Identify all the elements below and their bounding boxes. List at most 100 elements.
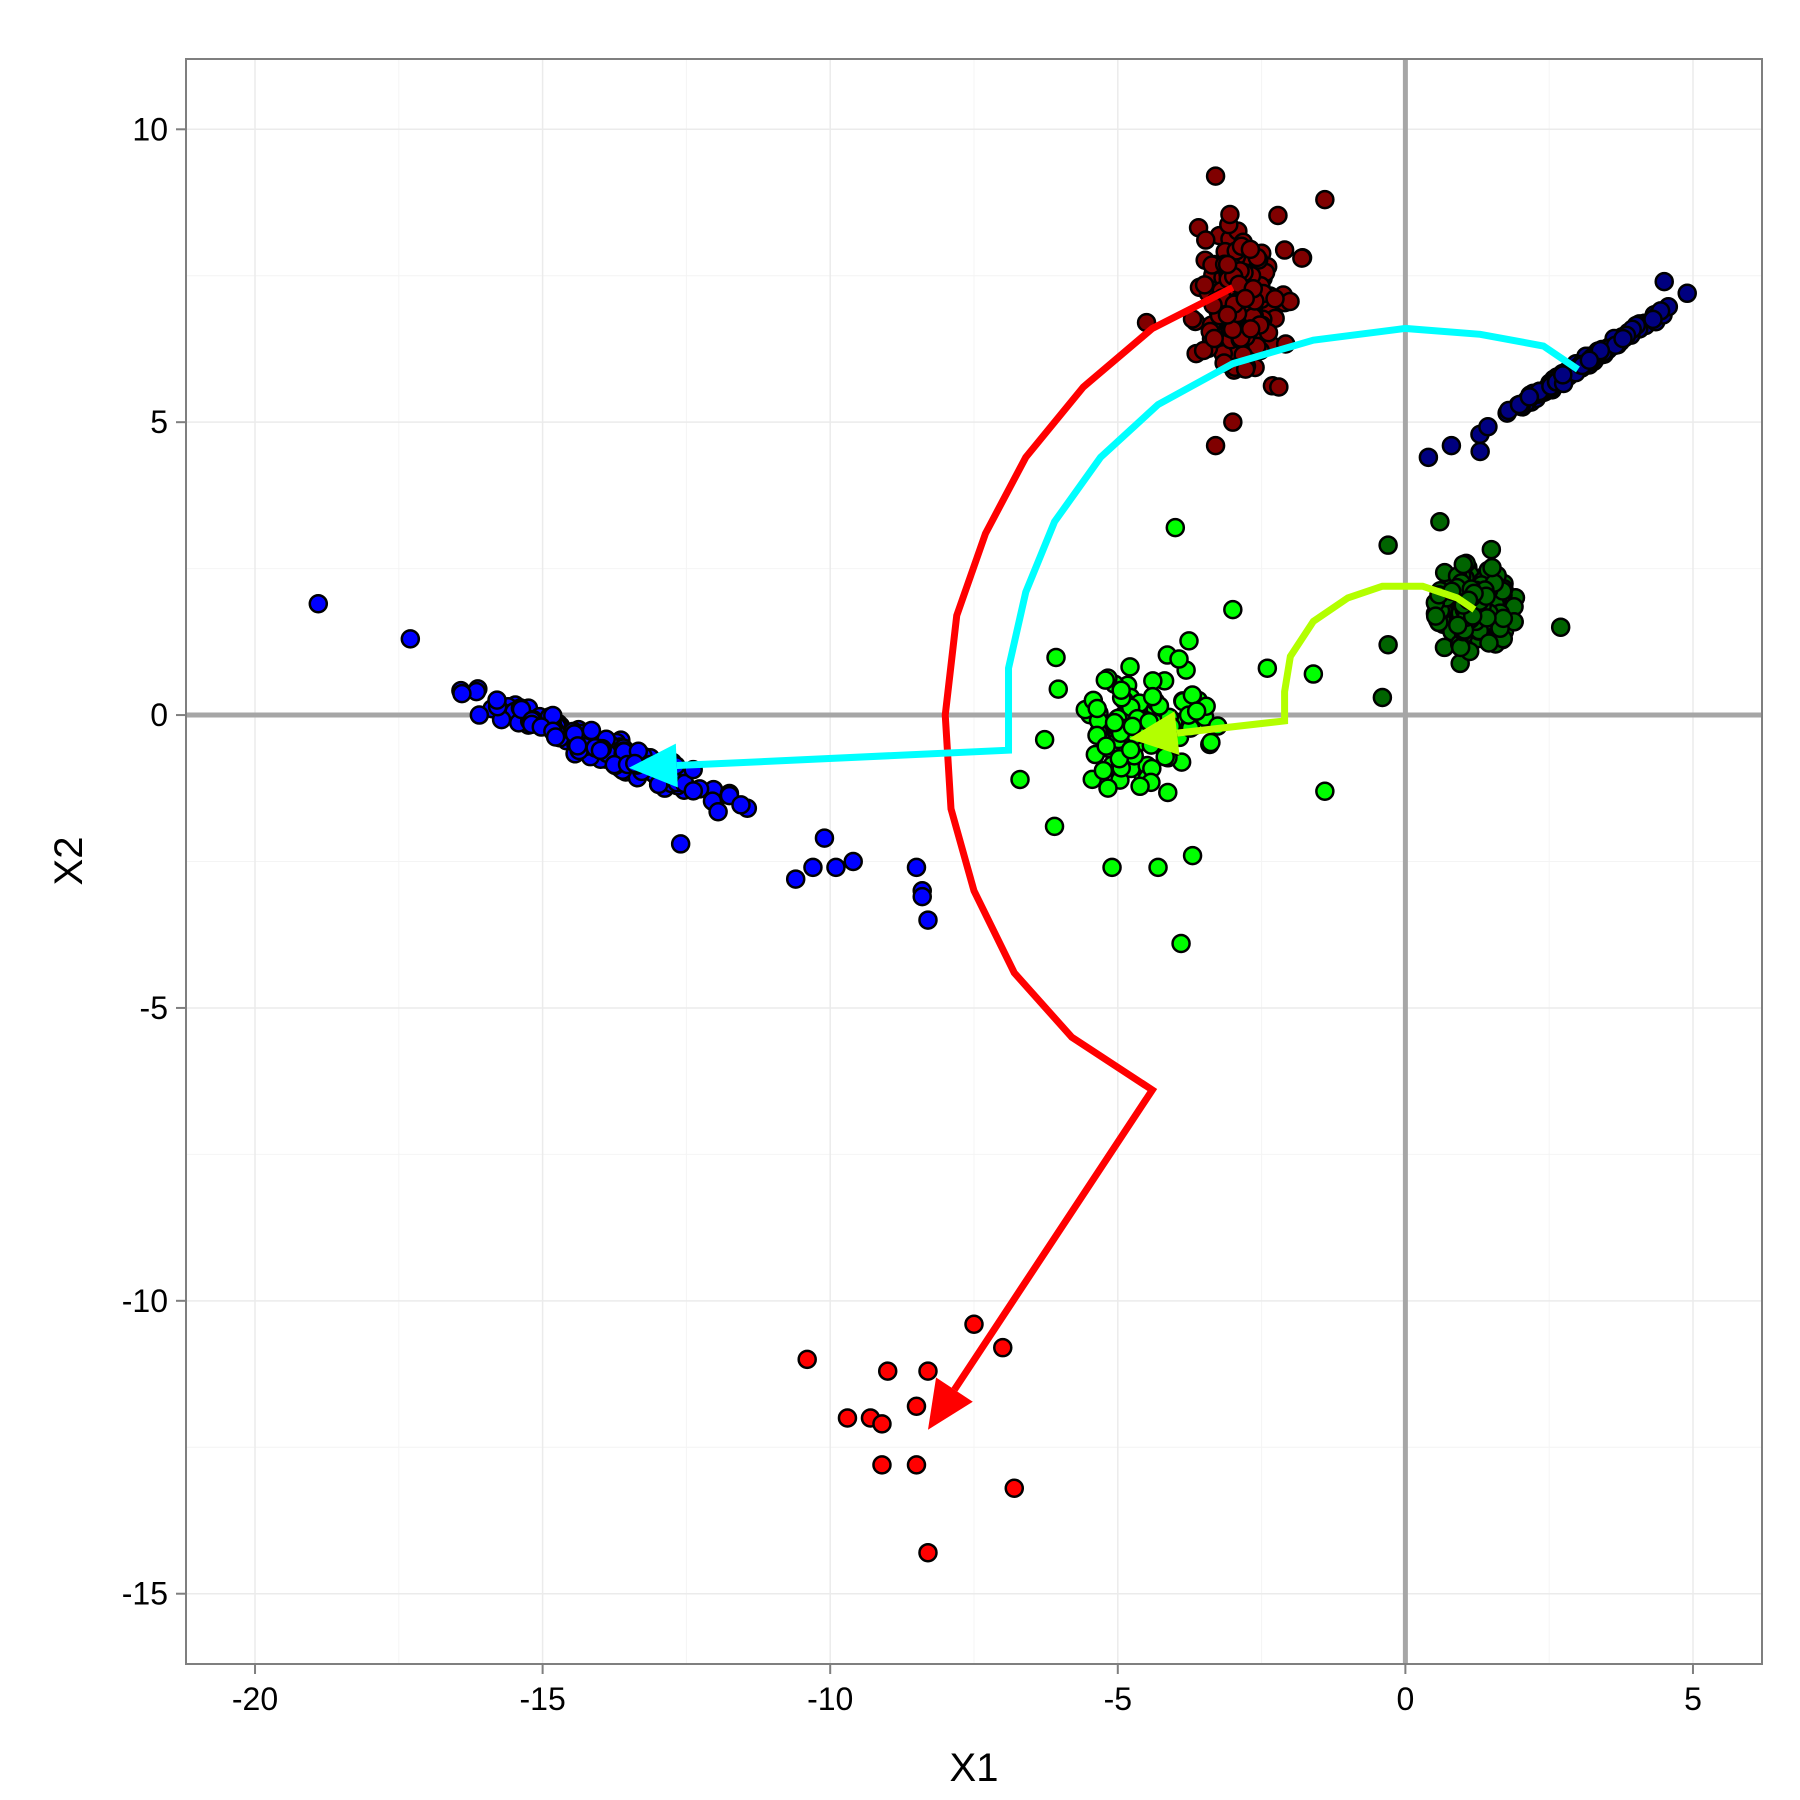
data-point — [1430, 512, 1450, 532]
data-point — [1450, 637, 1471, 658]
data-point — [826, 857, 846, 878]
data-point — [1205, 435, 1226, 456]
data-point — [1240, 319, 1261, 339]
data-point — [837, 1408, 858, 1428]
data-point — [1205, 166, 1226, 186]
data-point — [1453, 554, 1474, 575]
data-point — [1130, 776, 1150, 797]
data-point — [1240, 239, 1261, 260]
data-point — [1378, 535, 1398, 555]
data-point — [797, 1349, 817, 1370]
data-point — [487, 690, 507, 710]
data-point — [1148, 857, 1168, 878]
data-point — [912, 886, 932, 907]
data-point — [993, 1337, 1013, 1358]
data-point — [1220, 204, 1240, 225]
data-point — [670, 834, 691, 854]
data-point — [1274, 240, 1295, 260]
data-point — [1315, 189, 1335, 210]
data-point — [1171, 933, 1191, 954]
x-axis-title: X1 — [950, 1746, 999, 1790]
data-point — [1223, 412, 1243, 432]
data-point — [590, 740, 611, 761]
data-point — [1519, 387, 1540, 407]
data-point — [1142, 686, 1163, 707]
data-point — [1120, 657, 1140, 677]
data-point — [1613, 328, 1633, 349]
data-point — [1122, 716, 1143, 737]
x-axis-ticks: -20 -15 -10 -5 0 5 — [232, 1664, 1702, 1717]
data-point — [1182, 685, 1203, 705]
data-point — [1010, 769, 1030, 790]
y-tick-label: -15 — [122, 1576, 168, 1612]
arrow-head — [1129, 711, 1180, 755]
data-point — [1193, 340, 1214, 361]
data-point — [1447, 615, 1468, 635]
data-point — [1098, 778, 1118, 798]
data-point — [1102, 857, 1122, 878]
data-point — [872, 1455, 892, 1475]
data-point — [1553, 365, 1573, 385]
data-point — [1158, 782, 1178, 803]
data-point — [785, 869, 806, 889]
data-point — [1223, 599, 1243, 620]
data-point — [469, 705, 490, 725]
data-point — [1418, 447, 1439, 468]
data-point — [683, 781, 704, 801]
y-tick-label: -10 — [122, 1283, 168, 1319]
x-tick-label: -20 — [232, 1681, 278, 1717]
data-point — [1235, 288, 1255, 309]
data-point — [1257, 658, 1278, 678]
data-point — [1478, 416, 1498, 437]
data-point — [1550, 617, 1571, 637]
data-point — [1378, 635, 1398, 655]
data-point — [1096, 736, 1116, 756]
data-point — [1194, 275, 1215, 295]
data-point — [1143, 671, 1163, 691]
x-tick-label: -15 — [519, 1681, 565, 1717]
data-point — [1179, 631, 1199, 651]
data-point — [1196, 230, 1216, 250]
data-point — [1217, 305, 1238, 325]
x-tick-label: 0 — [1396, 1681, 1414, 1717]
data-point — [877, 1361, 898, 1381]
data-point — [1204, 328, 1224, 349]
data-point — [1087, 698, 1107, 719]
data-point — [1201, 732, 1221, 753]
trajectory-arrows — [628, 284, 1580, 1430]
data-point — [731, 795, 751, 815]
data-point — [843, 851, 863, 872]
data-point — [308, 594, 329, 614]
data-point — [1292, 248, 1312, 268]
data-point — [1677, 283, 1697, 304]
plot-border — [185, 58, 1763, 1665]
y-axis-ticks: -15 -10 -5 0 5 10 — [122, 111, 186, 1612]
data-point — [1654, 271, 1674, 292]
data-point — [1315, 781, 1335, 801]
data-point — [1217, 254, 1238, 275]
arrow-head — [927, 1377, 973, 1430]
data-point — [1479, 633, 1499, 653]
data-point — [1046, 647, 1066, 668]
y-tick-label: -5 — [140, 990, 168, 1026]
data-point — [1265, 289, 1285, 309]
data-point — [567, 736, 588, 756]
data-point — [1169, 649, 1189, 669]
data-point — [1034, 729, 1055, 750]
data-point — [452, 683, 472, 704]
data-point — [964, 1314, 984, 1335]
data-point — [1470, 441, 1490, 462]
arrow-path — [941, 284, 1235, 1392]
data-point — [1441, 435, 1462, 456]
data-point — [803, 857, 823, 878]
data-point — [1186, 701, 1207, 721]
data-point — [918, 910, 938, 930]
data-point — [918, 1361, 938, 1381]
arrow-path — [676, 324, 1580, 770]
data-point — [1481, 539, 1502, 560]
y-tick-label: 10 — [132, 111, 168, 147]
data-point — [1425, 606, 1446, 626]
y-tick-label: 5 — [150, 404, 168, 440]
data-point — [1165, 517, 1186, 538]
